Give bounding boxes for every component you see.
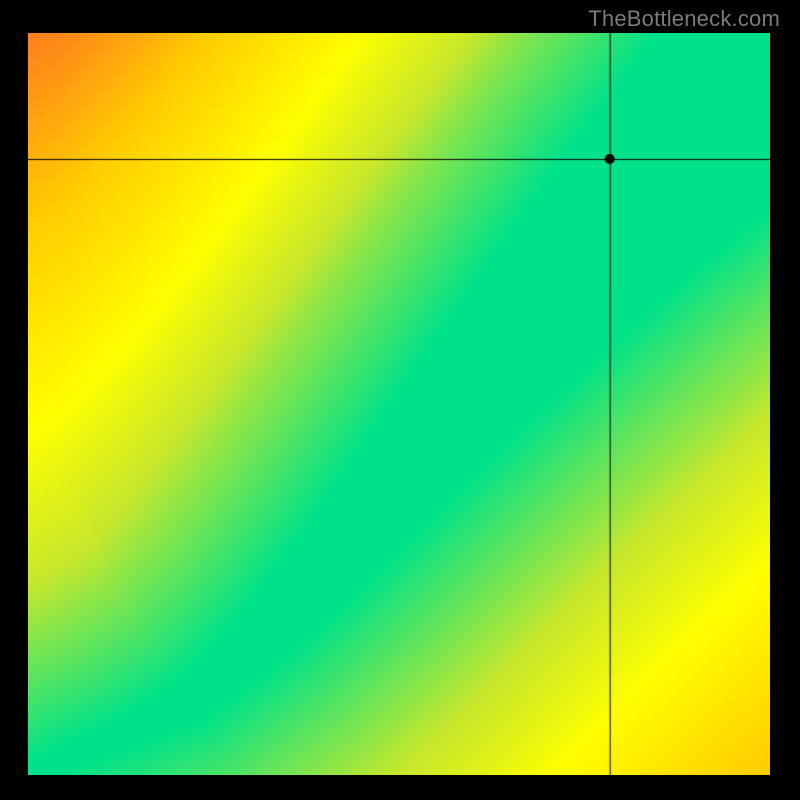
- bottleneck-heatmap: [28, 33, 770, 775]
- watermark: TheBottleneck.com: [588, 6, 780, 32]
- heatmap-canvas: [28, 33, 770, 775]
